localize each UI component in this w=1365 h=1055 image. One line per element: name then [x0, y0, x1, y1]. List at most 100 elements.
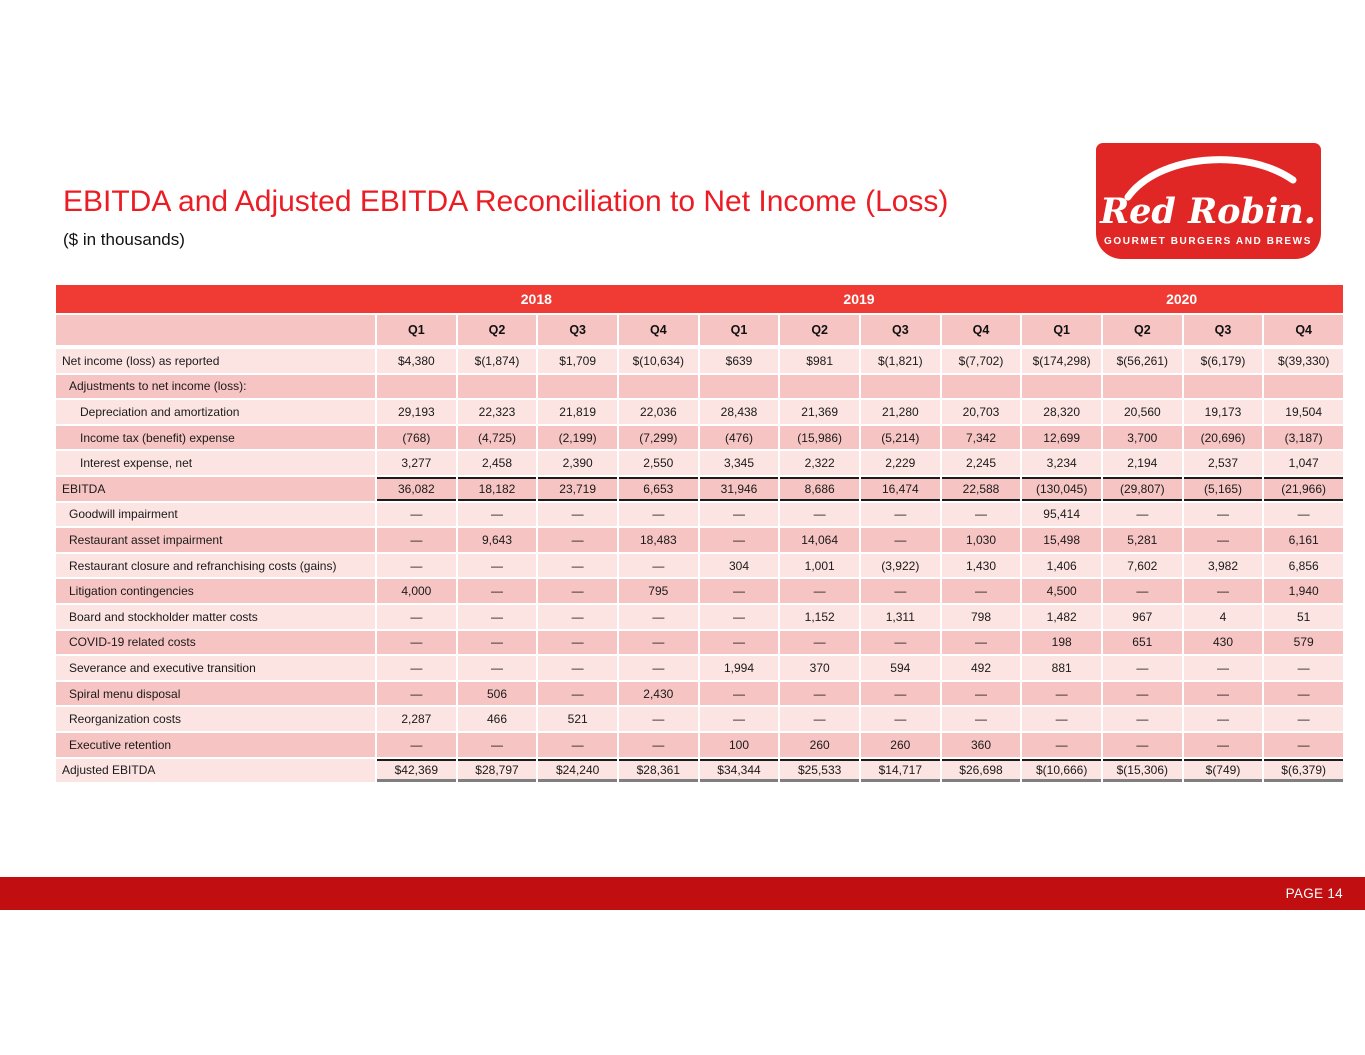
cell-value: (29,807)	[1102, 476, 1182, 501]
cell-value: —	[1102, 656, 1182, 680]
cell-value	[1264, 374, 1343, 399]
quarter-header-2018-Q2: Q2	[457, 315, 537, 345]
cell-value: 15,498	[1022, 528, 1101, 552]
cell-value: (5,165)	[1183, 476, 1263, 501]
cell-value: —	[457, 604, 537, 629]
cell-value: 14,064	[780, 528, 859, 552]
cell-value: —	[699, 707, 779, 731]
cell-value: $(56,261)	[1102, 349, 1182, 373]
row-label: COVID-19 related costs	[56, 630, 375, 655]
quarter-header-2019-Q2: Q2	[780, 315, 859, 345]
quarter-header-row: Q1 Q2 Q3 Q4 Q1 Q2 Q3 Q4 Q1 Q2 Q3 Q4	[56, 315, 1343, 345]
cell-value: —	[1183, 656, 1263, 680]
quarter-header-2019-Q1: Q1	[699, 315, 779, 345]
red-robin-logo: Red Robin. GOURMET BURGERS AND BREWS	[1096, 143, 1321, 259]
cell-value: $981	[780, 349, 859, 373]
cell-value: (7,299)	[618, 425, 698, 450]
row-label: Severance and executive transition	[56, 656, 375, 680]
cell-value	[538, 374, 617, 399]
row-label: Executive retention	[56, 732, 375, 757]
cell-value: 19,504	[1264, 400, 1343, 424]
cell-value	[941, 374, 1021, 399]
cell-value: —	[1183, 681, 1263, 706]
cell-value: 1,994	[699, 656, 779, 680]
cell-value: —	[780, 630, 859, 655]
cell-value: —	[699, 604, 779, 629]
quarter-header-2019-Q4: Q4	[941, 315, 1021, 345]
cell-value: 360	[941, 732, 1021, 757]
cell-value: —	[618, 604, 698, 629]
cell-value: 2,287	[377, 707, 456, 731]
cell-value: 1,406	[1022, 553, 1101, 578]
row-label: Adjustments to net income (loss):	[56, 374, 375, 399]
cell-value: —	[1102, 502, 1182, 527]
cell-value	[699, 374, 779, 399]
cell-value: $639	[699, 349, 779, 373]
quarter-header-2018-Q3: Q3	[538, 315, 617, 345]
cell-value: —	[457, 502, 537, 527]
quarter-header-spacer	[56, 315, 375, 345]
cell-value: —	[1183, 732, 1263, 757]
cell-value: 18,483	[618, 528, 698, 552]
cell-value: —	[1022, 681, 1101, 706]
cell-value: 2,194	[1102, 451, 1182, 475]
cell-value: 18,182	[457, 476, 537, 501]
row-label: Restaurant asset impairment	[56, 528, 375, 552]
cell-value: —	[780, 579, 859, 603]
cell-value: —	[1183, 502, 1263, 527]
cell-value: —	[538, 553, 617, 578]
cell-value: 100	[699, 732, 779, 757]
cell-value: —	[1102, 681, 1182, 706]
cell-value: (2,199)	[538, 425, 617, 450]
cell-value: —	[377, 630, 456, 655]
cell-value: —	[377, 681, 456, 706]
cell-value: 651	[1102, 630, 1182, 655]
cell-value: —	[699, 681, 779, 706]
quarter-header-2018-Q1: Q1	[377, 315, 456, 345]
cell-value: 7,342	[941, 425, 1021, 450]
row-label: Spiral menu disposal	[56, 681, 375, 706]
cell-value: —	[618, 502, 698, 527]
cell-value: 5,281	[1102, 528, 1182, 552]
cell-value: 95,414	[1022, 502, 1101, 527]
cell-value: 4,000	[377, 579, 456, 603]
cell-value: —	[860, 528, 940, 552]
reconciliation-table: 2018 2019 2020 Q1 Q2 Q3 Q4 Q1 Q2 Q3 Q4 Q1 Q2 Q3 Q4 Ne…	[56, 285, 1343, 783]
cell-value: 1,482	[1022, 604, 1101, 629]
cell-value: (768)	[377, 425, 456, 450]
cell-value: $14,717	[860, 758, 940, 783]
cell-value: (130,045)	[1022, 476, 1101, 501]
cell-value: $25,533	[780, 758, 859, 783]
slide-title: EBITDA and Adjusted EBITDA Reconciliatio…	[63, 185, 949, 218]
cell-value: 492	[941, 656, 1021, 680]
cell-value: —	[457, 732, 537, 757]
cell-value: (3,187)	[1264, 425, 1343, 450]
cell-value: 466	[457, 707, 537, 731]
cell-value: —	[1022, 732, 1101, 757]
cell-value: 9,643	[457, 528, 537, 552]
cell-value: 28,320	[1022, 400, 1101, 424]
cell-value: $(1,821)	[860, 349, 940, 373]
cell-value: —	[860, 681, 940, 706]
cell-value: 260	[780, 732, 859, 757]
cell-value: —	[618, 630, 698, 655]
cell-value: —	[1264, 502, 1343, 527]
cell-value	[1183, 374, 1263, 399]
cell-value: $24,240	[538, 758, 617, 783]
cell-value: —	[860, 502, 940, 527]
cell-value	[377, 374, 456, 399]
cell-value: —	[538, 579, 617, 603]
cell-value	[780, 374, 859, 399]
logo-swoosh-icon	[1124, 156, 1297, 201]
cell-value: 1,152	[780, 604, 859, 629]
row-label: Income tax (benefit) expense	[56, 425, 375, 450]
cell-value: 21,819	[538, 400, 617, 424]
row-label: Interest expense, net	[56, 451, 375, 475]
cell-value: 1,311	[860, 604, 940, 629]
cell-value: (21,966)	[1264, 476, 1343, 501]
cell-value: $(7,702)	[941, 349, 1021, 373]
cell-value: —	[1264, 732, 1343, 757]
quarter-header-2020-Q2: Q2	[1102, 315, 1182, 345]
year-band-spacer	[56, 285, 375, 313]
cell-value: —	[941, 707, 1021, 731]
